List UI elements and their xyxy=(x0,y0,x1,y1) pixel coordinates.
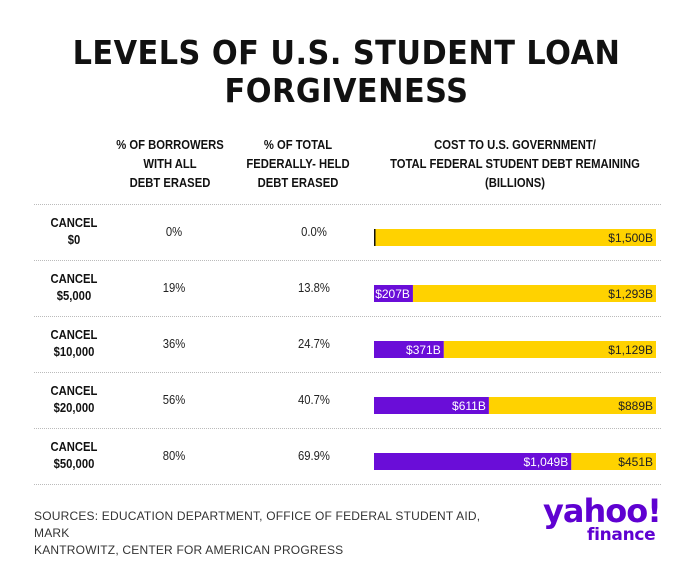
debt-pct-cell: 13.8% xyxy=(298,281,330,295)
debt-pct-cell: 40.7% xyxy=(298,393,330,407)
header-debt-line3: DEBT ERASED xyxy=(257,176,339,190)
remaining-debt-bar xyxy=(412,285,656,302)
borrowers-pct-cell: 0% xyxy=(165,225,183,239)
remaining-debt-bar xyxy=(488,397,656,414)
forgiveness-cost-bar xyxy=(374,453,572,470)
remaining-debt-bar xyxy=(571,453,656,470)
remaining-debt-bar xyxy=(443,341,656,358)
header-debt: % OF TOTAL FEDERALLY- HELD DEBT ERASED xyxy=(242,136,354,193)
forgiveness-cost-bar xyxy=(374,285,413,302)
borrowers-pct-cell: 19% xyxy=(162,281,186,295)
yahoo-finance-logo: yahoo! finance xyxy=(543,492,673,545)
header-borrowers-line2: WITH ALL xyxy=(143,157,197,171)
table-row: CANCEL $20,000 56% 40.7% xyxy=(34,372,661,429)
borrowers-pct-cell: 36% xyxy=(162,337,186,351)
borrowers-pct-cell: 56% xyxy=(162,393,186,407)
header-borrowers-line3: DEBT ERASED xyxy=(129,176,211,190)
table-row: CANCEL $5,000 19% 13.8% xyxy=(34,260,661,317)
row-label: CANCEL $0 xyxy=(45,215,103,249)
chart-title: LEVELS OF U.S. STUDENT LOAN FORGIVENESS xyxy=(28,34,666,110)
table-row: CANCEL $50,000 80% 69.9% xyxy=(34,428,661,485)
table-row: CANCEL $0 0% 0.0% xyxy=(34,204,661,261)
forgiveness-cost-bar xyxy=(374,397,489,414)
row-label-line1: CANCEL xyxy=(50,272,98,286)
debt-pct-cell: 69.9% xyxy=(298,449,330,463)
cost-value-label: $371B xyxy=(406,343,441,357)
sources-note: SOURCES: EDUCATION DEPARTMENT, OFFICE OF… xyxy=(34,508,504,559)
row-label: CANCEL $10,000 xyxy=(45,327,103,361)
row-label-line2: $50,000 xyxy=(53,457,95,471)
logo-finance-wordmark: finance xyxy=(587,525,656,545)
sources-line2: KANTROWITZ, CENTER FOR AMERICAN PROGRESS xyxy=(34,543,344,557)
debt-pct-cell: 0.0% xyxy=(301,225,327,239)
cost-value-label: $207B xyxy=(375,287,410,301)
chart-title-line1: LEVELS OF U.S. STUDENT LOAN xyxy=(72,33,621,72)
sources-line1: SOURCES: EDUCATION DEPARTMENT, OFFICE OF… xyxy=(34,509,481,540)
row-label-line1: CANCEL xyxy=(50,440,98,454)
table-bottom-rule xyxy=(34,484,661,485)
zero-cost-marker xyxy=(374,229,376,246)
header-cost: COST TO U.S. GOVERNMENT/ TOTAL FEDERAL S… xyxy=(380,136,650,193)
remaining-value-label: $1,129B xyxy=(608,343,653,357)
remaining-debt-bar xyxy=(374,229,656,246)
header-cost-line3: (BILLIONS) xyxy=(484,176,545,190)
row-label-line2: $0 xyxy=(67,233,81,247)
row-label: CANCEL $20,000 xyxy=(45,383,103,417)
header-borrowers: % OF BORROWERS WITH ALL DEBT ERASED xyxy=(116,136,224,193)
debt-pct-cell: 24.7% xyxy=(298,337,330,351)
remaining-value-label: $451B xyxy=(618,455,653,469)
row-label-line2: $20,000 xyxy=(53,401,95,415)
row-label-line1: CANCEL xyxy=(50,328,98,342)
header-cost-line2: TOTAL FEDERAL STUDENT DEBT REMAINING xyxy=(390,157,640,171)
cost-value-label: $1,049B xyxy=(523,455,568,469)
borrowers-pct-cell: 80% xyxy=(162,449,186,463)
row-label: CANCEL $5,000 xyxy=(45,271,103,305)
table-row: CANCEL $10,000 36% 24.7% xyxy=(34,316,661,373)
remaining-value-label: $1,500B xyxy=(608,231,653,245)
logo-yahoo-wordmark: yahoo! xyxy=(543,492,662,530)
row-label-line1: CANCEL xyxy=(50,384,98,398)
header-borrowers-line1: % OF BORROWERS xyxy=(116,138,224,152)
remaining-value-label: $1,293B xyxy=(608,287,653,301)
header-debt-line1: % OF TOTAL xyxy=(263,138,333,152)
row-label-line2: $5,000 xyxy=(56,289,92,303)
forgiveness-cost-bar xyxy=(374,341,444,358)
header-debt-line2: FEDERALLY- HELD xyxy=(246,157,350,171)
row-label-line2: $10,000 xyxy=(53,345,95,359)
row-label: CANCEL $50,000 xyxy=(45,439,103,473)
chart-title-line2: FORGIVENESS xyxy=(224,71,469,110)
remaining-value-label: $889B xyxy=(618,399,653,413)
row-label-line1: CANCEL xyxy=(50,216,98,230)
cost-value-label: $611B xyxy=(452,399,486,413)
header-cost-line1: COST TO U.S. GOVERNMENT/ xyxy=(434,138,596,152)
